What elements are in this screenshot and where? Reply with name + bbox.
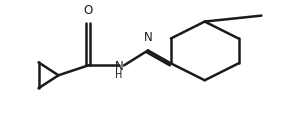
Text: H: H [116, 70, 123, 80]
Text: N: N [115, 60, 123, 73]
Text: N: N [144, 31, 152, 44]
Text: O: O [84, 4, 93, 17]
